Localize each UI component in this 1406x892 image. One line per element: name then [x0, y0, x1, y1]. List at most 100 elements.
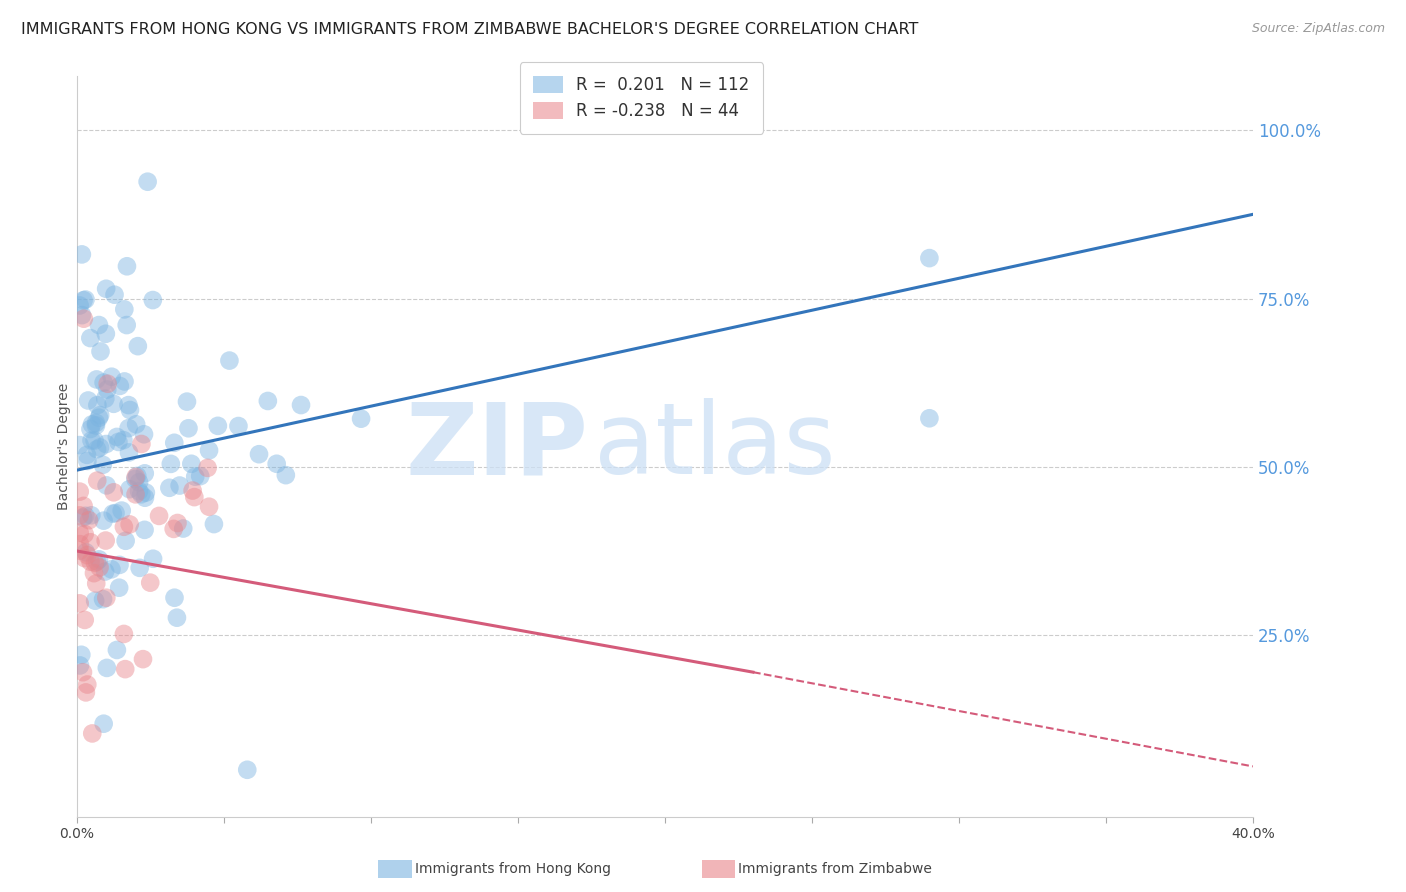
Point [202, 517, 225, 532]
Text: IMMIGRANTS FROM HONG KONG VS IMMIGRANTS FROM ZIMBABWE BACHELOR'S DEGREE CORRELAT: IMMIGRANTS FROM HONG KONG VS IMMIGRANTS … [21, 22, 918, 37]
Point [87, 552, 110, 566]
Point [112, 627, 135, 641]
Text: ZIP: ZIP [405, 398, 588, 495]
Point [134, 467, 156, 481]
Point [118, 482, 141, 496]
Text: atlas: atlas [595, 398, 835, 495]
Point [198, 443, 221, 458]
Point [166, 516, 188, 530]
Point [94, 437, 117, 451]
Point [134, 491, 156, 505]
Point [96, 591, 118, 605]
Point [86, 398, 108, 412]
Point [132, 427, 155, 442]
Point [89, 408, 111, 422]
Point [94, 533, 117, 548]
Point [131, 487, 153, 501]
Point [125, 470, 148, 484]
Point [69, 596, 91, 610]
Point [69, 484, 91, 499]
Point [75, 293, 97, 307]
Point [180, 457, 202, 471]
Point [73, 613, 96, 627]
Point [91, 592, 114, 607]
Point [76, 454, 98, 468]
Point [197, 461, 219, 475]
Point [70, 648, 93, 662]
Point [105, 643, 128, 657]
Point [104, 506, 127, 520]
Point [218, 353, 240, 368]
Point [84, 576, 107, 591]
Point [125, 417, 148, 432]
Point [134, 523, 156, 537]
Point [69, 438, 91, 452]
Point [181, 483, 204, 498]
Point [111, 503, 134, 517]
Point [69, 298, 91, 312]
Point [82, 726, 104, 740]
Point [136, 175, 159, 189]
Point [75, 545, 97, 559]
Point [131, 437, 153, 451]
Point [84, 418, 107, 433]
Point [70, 308, 93, 322]
Point [108, 581, 131, 595]
Point [350, 411, 373, 425]
Point [274, 468, 297, 483]
Point [72, 510, 94, 524]
Point [94, 392, 117, 406]
Point [266, 457, 288, 471]
Point [115, 318, 138, 332]
Point [257, 394, 280, 409]
Point [188, 469, 211, 483]
Point [79, 535, 101, 549]
Point [87, 410, 110, 425]
Point [115, 260, 138, 274]
Point [73, 551, 96, 566]
Point [89, 441, 111, 455]
Point [103, 287, 125, 301]
Point [207, 418, 229, 433]
Point [86, 442, 108, 457]
Point [163, 522, 186, 536]
Point [69, 537, 91, 551]
Point [75, 508, 97, 523]
Point [114, 662, 136, 676]
Point [93, 376, 115, 390]
Point [166, 610, 188, 624]
Point [128, 561, 150, 575]
Point [124, 487, 146, 501]
Point [73, 311, 96, 326]
Point [89, 560, 111, 574]
Text: Immigrants from Hong Kong: Immigrants from Hong Kong [415, 862, 610, 876]
Point [101, 507, 124, 521]
Point [103, 485, 125, 500]
Point [918, 411, 941, 425]
Point [142, 293, 165, 307]
Point [114, 375, 136, 389]
Point [84, 556, 107, 570]
Point [112, 520, 135, 534]
Point [132, 652, 155, 666]
Point [105, 430, 128, 444]
Point [176, 394, 198, 409]
Point [91, 458, 114, 472]
Point [86, 555, 108, 569]
Point [77, 393, 100, 408]
Point [128, 475, 150, 490]
Point [103, 397, 125, 411]
Point [118, 517, 141, 532]
Point [80, 508, 103, 523]
Point [157, 481, 180, 495]
Point [76, 548, 98, 562]
Legend: R =  0.201   N = 112, R = -0.238   N = 44: R = 0.201 N = 112, R = -0.238 N = 44 [520, 62, 763, 134]
Point [236, 763, 259, 777]
Point [142, 551, 165, 566]
Point [72, 499, 94, 513]
Point [918, 251, 941, 265]
Point [84, 416, 107, 430]
Point [118, 445, 141, 459]
Point [80, 434, 103, 448]
Point [124, 472, 146, 486]
